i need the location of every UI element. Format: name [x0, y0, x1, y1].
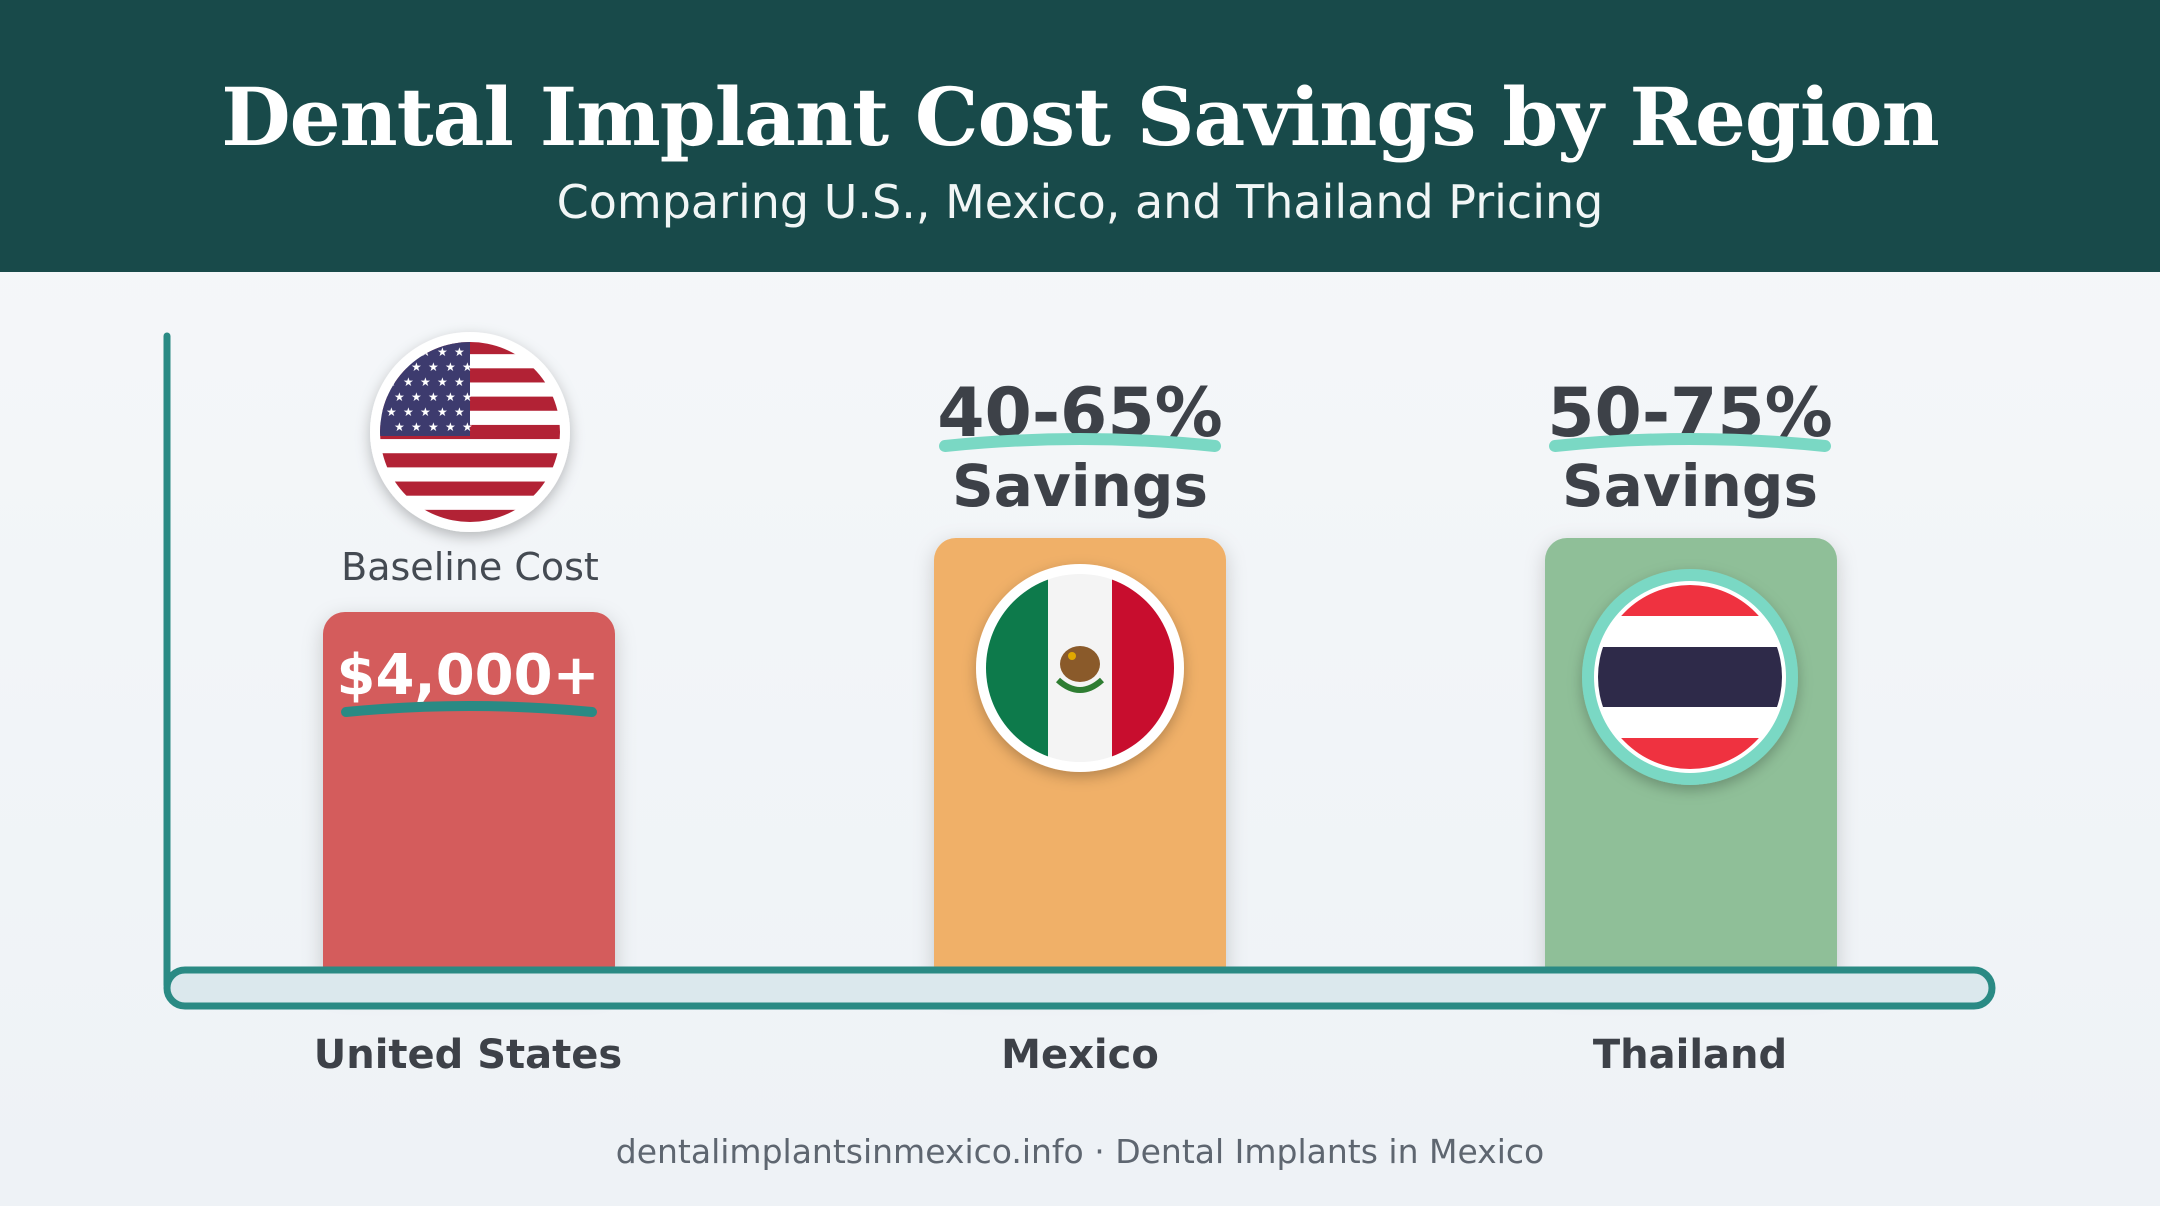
- us-flag-star: ★: [403, 375, 414, 389]
- x-tick-label-thailand: Thailand: [1593, 1032, 1787, 1078]
- us-flag-star: ★: [454, 405, 465, 419]
- us-flag-stripe: [380, 481, 560, 496]
- us-flag-star: ★: [420, 405, 431, 419]
- thailand-flag-icon: [1582, 569, 1798, 785]
- us-flag-star: ★: [437, 405, 448, 419]
- us-flag-star: ★: [411, 420, 422, 434]
- page-subtitle: Comparing U.S., Mexico, and Thailand Pri…: [556, 175, 1604, 229]
- us-flag-stripe: [380, 453, 560, 468]
- us-flag-star: ★: [445, 390, 456, 404]
- us-flag-star: ★: [445, 360, 456, 374]
- us-flag-star: ★: [445, 420, 456, 434]
- us-flag-star: ★: [411, 390, 422, 404]
- us-flag-star: ★: [394, 390, 405, 404]
- us-flag-star: ★: [437, 375, 448, 389]
- header-banner: Dental Implant Cost Savings by Region Co…: [0, 0, 2160, 272]
- us-flag-star: ★: [411, 360, 422, 374]
- x-tick-label-united-states: United States: [314, 1032, 622, 1078]
- us-flag-star: ★: [403, 405, 414, 419]
- us-flag-star: ★: [454, 345, 465, 359]
- thailand-savings-word: Savings: [1562, 452, 1818, 520]
- us-flag-star: ★: [428, 360, 439, 374]
- us-price-label: $4,000+: [336, 643, 599, 708]
- us-flag-star: ★: [394, 420, 405, 434]
- mexico-savings-underline: [939, 433, 1221, 452]
- x-tick-label-mexico: Mexico: [1001, 1032, 1159, 1078]
- thailand-savings-underline: [1549, 433, 1831, 452]
- us-flag-star: ★: [386, 345, 397, 359]
- us-flag-star: ★: [462, 390, 473, 404]
- us-flag-star: ★: [454, 375, 465, 389]
- mexico-flag-icon: [976, 564, 1184, 772]
- mexico-savings-word: Savings: [952, 452, 1208, 520]
- us-flag-stripe: [380, 509, 560, 522]
- us-flag-star: ★: [428, 420, 439, 434]
- x-axis: [163, 966, 1996, 1010]
- us-flag-star: ★: [386, 405, 397, 419]
- us-flag-icon: ★★★★★★★★★★★★★★★★★★★★★★★★★★★★★★: [370, 332, 570, 532]
- page-title: Dental Implant Cost Savings by Region: [221, 70, 1940, 164]
- us-flag-star: ★: [462, 360, 473, 374]
- us-flag-star: ★: [428, 390, 439, 404]
- footer-credit: dentalimplantsinmexico.info · Dental Imp…: [615, 1132, 1545, 1171]
- baseline-cost-label: Baseline Cost: [341, 545, 599, 589]
- us-flag-star: ★: [437, 345, 448, 359]
- us-flag-star: ★: [462, 420, 473, 434]
- us-price-underline: [341, 701, 597, 717]
- us-flag-star: ★: [420, 375, 431, 389]
